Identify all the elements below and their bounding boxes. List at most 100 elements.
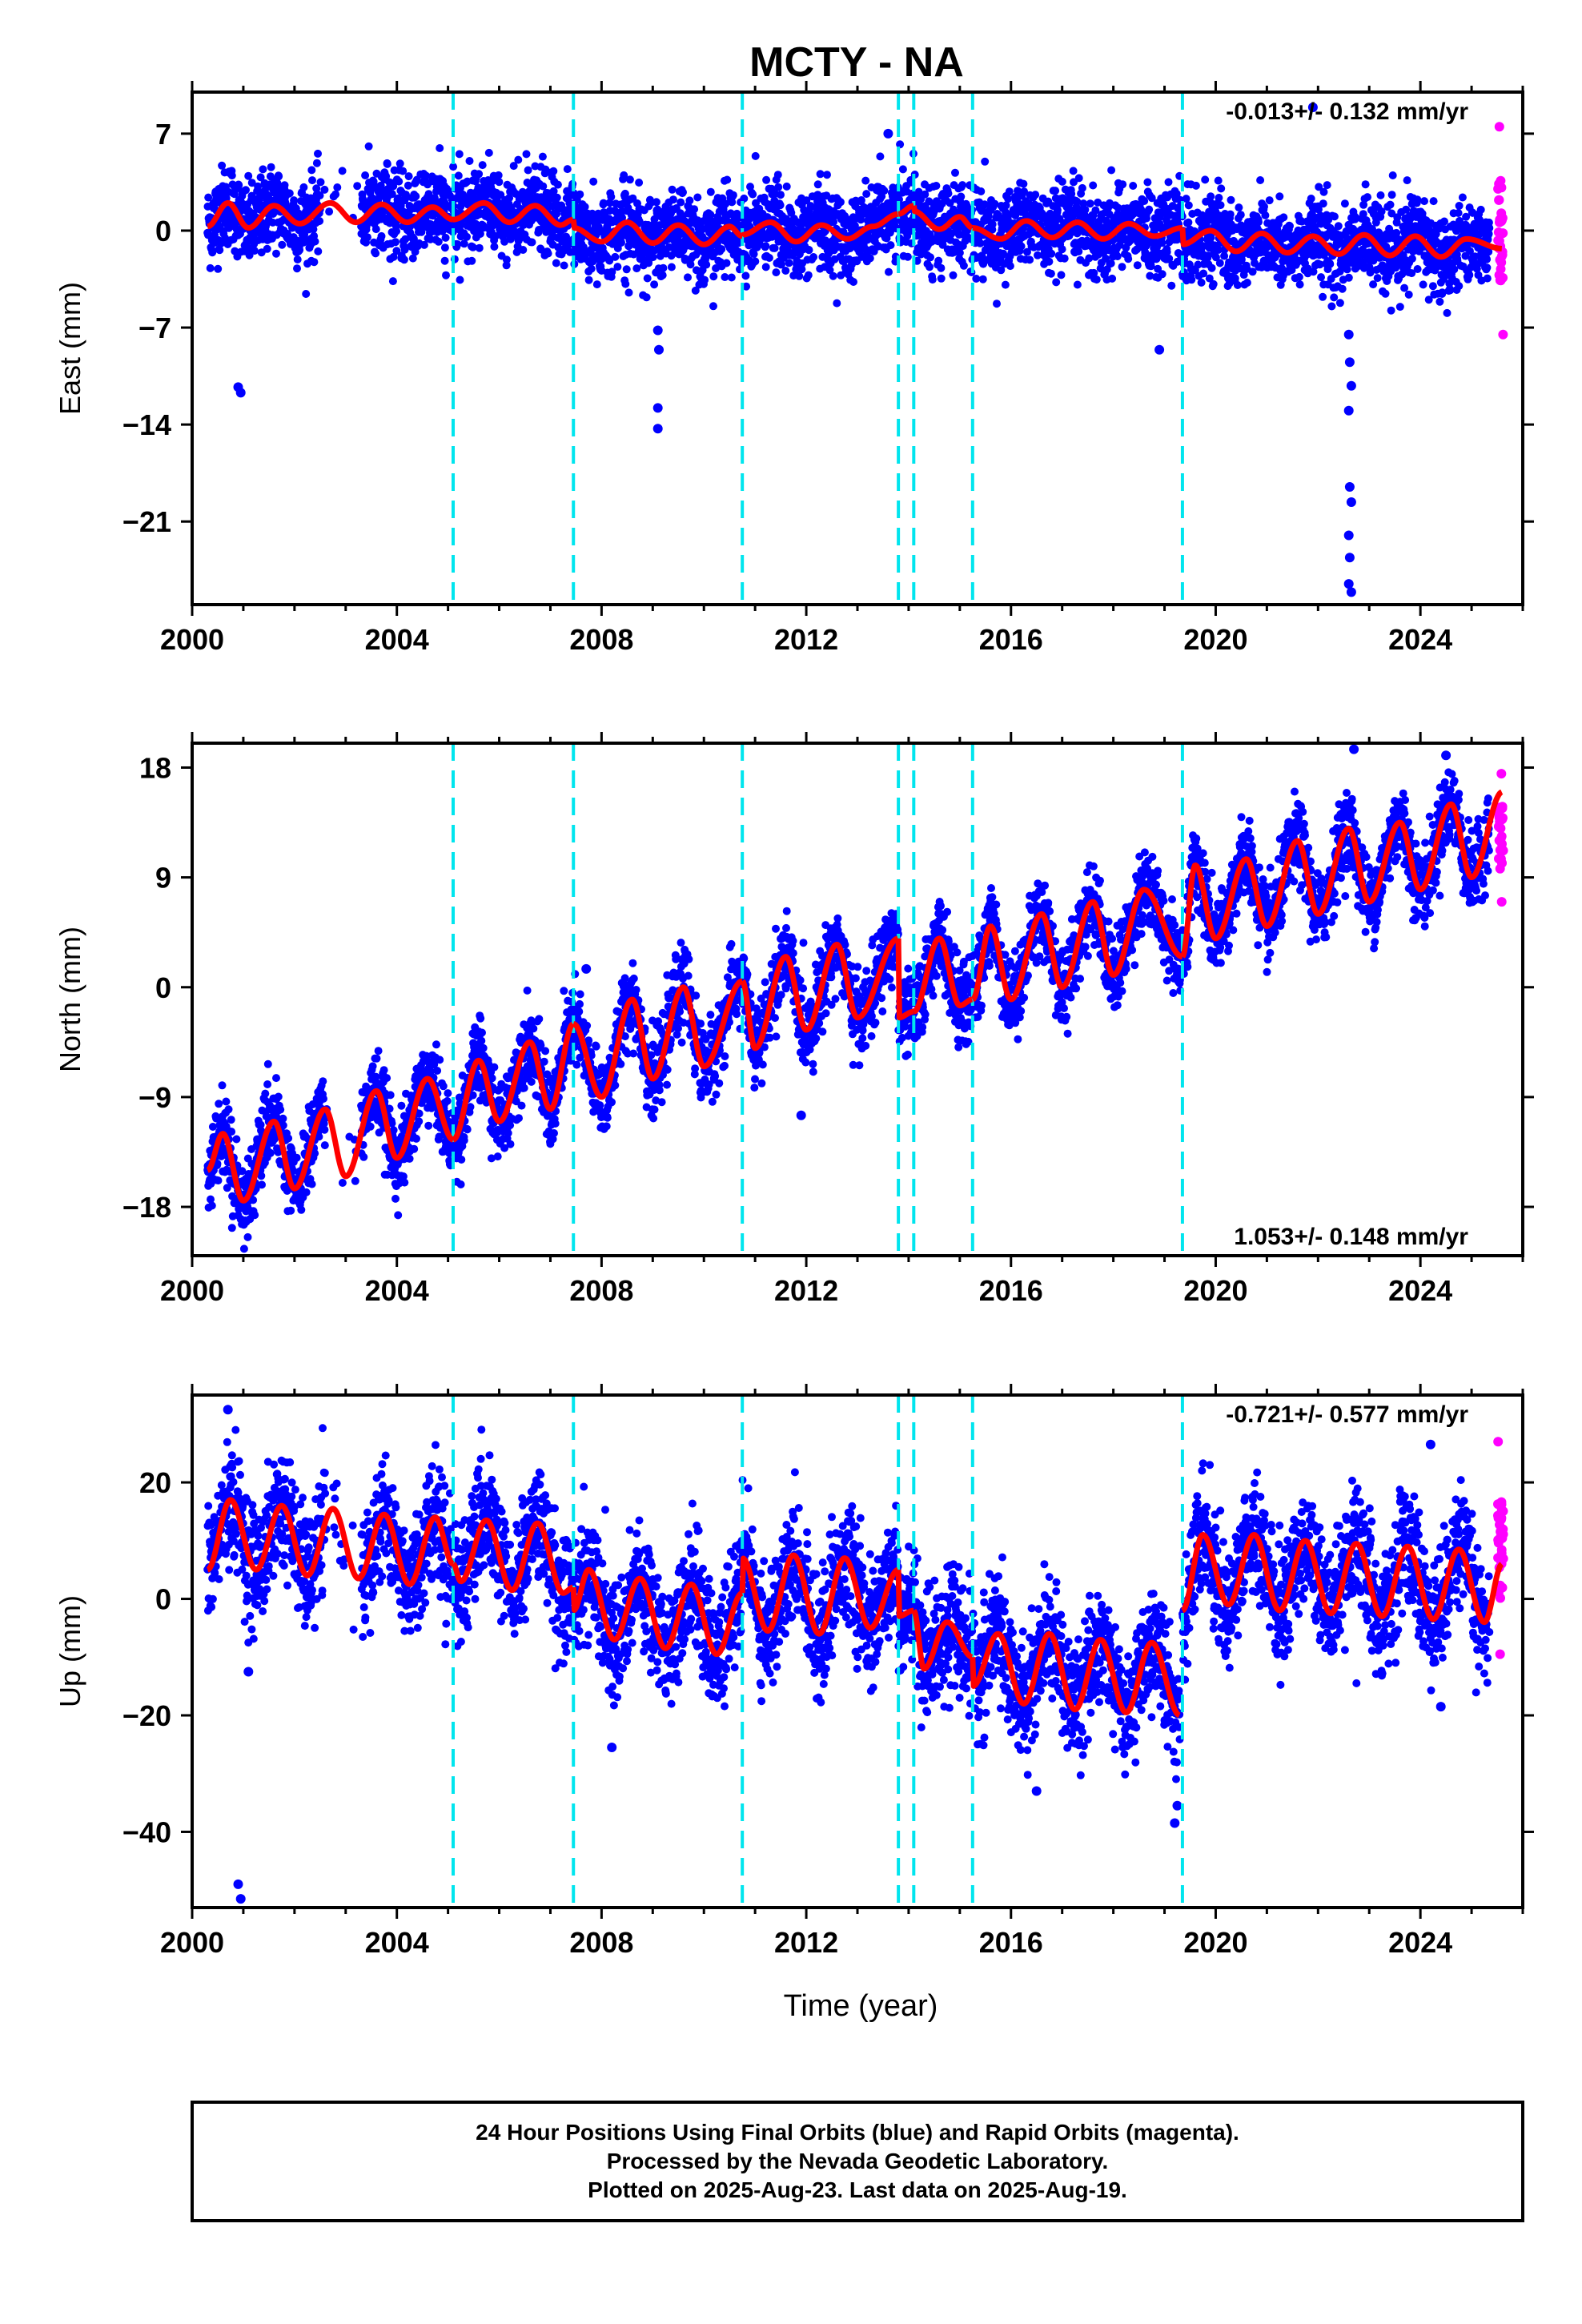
east-final-point [959,261,968,270]
north-final-point [307,1180,316,1188]
east-final-point [280,181,289,190]
east-final-point [934,256,943,265]
east-outlier-point [1343,405,1354,416]
east-final-point [944,189,953,198]
east-final-point [1060,254,1069,263]
east-final-point [886,241,895,250]
east-final-point [1386,200,1395,209]
east-final-point [1429,197,1438,206]
east-final-point [1233,281,1242,289]
north-final-point [292,1153,301,1162]
east-final-point [684,273,692,282]
east-final-point [422,171,430,180]
east-final-point [1361,180,1370,189]
east-final-point [1465,271,1474,279]
east-final-point [1231,274,1239,283]
east-outlier-point [1346,380,1356,391]
east-rapid-point [1498,228,1508,239]
east-final-point [727,273,736,282]
north-final-point [222,1097,231,1106]
east-final-point [1330,293,1339,302]
east-final-point [622,265,631,274]
east-final-point [1158,270,1166,279]
north-final-point [258,1180,266,1189]
east-final-point [434,237,443,246]
east-final-point [937,263,946,272]
east-final-point [314,247,323,255]
east-final-point [1209,279,1218,288]
east-final-point [762,175,771,184]
east-y-tick-label: 0 [155,215,171,247]
east-final-point [500,237,509,246]
east-outlier-point [1344,357,1355,368]
east-final-point [903,252,912,261]
east-final-point [502,261,511,270]
east-final-point [538,152,547,161]
east-final-point [392,227,401,235]
east-final-point [957,192,966,201]
east-final-point [391,238,400,247]
east-final-point [389,182,398,191]
east-y-tick-label: 7 [155,118,171,151]
east-final-point [928,275,937,284]
east-final-point [441,233,450,242]
east-final-point [293,264,301,273]
east-final-point [1476,205,1485,214]
east-final-point [885,267,893,276]
east-outlier-point [1346,497,1356,507]
east-final-point [576,190,584,199]
east-final-point [549,167,558,175]
east-y-tick-label: −7 [139,312,171,344]
east-final-point [1197,278,1206,287]
east-final-point [463,232,471,241]
east-final-point [1215,259,1224,267]
north-final-point [214,1176,223,1185]
east-final-point [560,261,568,270]
east-final-point [353,182,362,191]
east-final-point [320,185,329,194]
east-rapid-point [1495,217,1504,227]
east-final-point [1058,177,1066,186]
east-final-point [204,193,213,202]
east-final-point [1344,273,1353,282]
east-final-point [364,142,373,151]
east-final-point [250,247,259,255]
north-final-point [279,1114,287,1123]
east-final-point [588,209,596,218]
east-final-point [1118,180,1127,189]
east-final-point [1184,218,1193,227]
east-final-point [977,187,986,195]
east-final-point [1047,249,1056,258]
north-final-point [207,1201,216,1210]
east-final-point [749,190,757,199]
east-final-point [607,192,616,201]
east-final-point [400,255,408,264]
east-final-point [404,172,413,181]
east-final-point [1145,205,1154,214]
east-outlier-point [1343,579,1354,589]
east-rapid-point [1496,251,1507,262]
east-final-point [1404,290,1413,299]
east-final-point [1450,265,1459,274]
east-final-point [302,290,311,298]
east-final-point [829,271,837,280]
east-final-point [549,187,558,195]
east-final-point [509,162,518,171]
east-final-point [408,254,417,263]
east-final-point [316,178,325,187]
east-final-point [643,274,652,283]
east-final-point [382,172,391,180]
east-final-point [1327,302,1336,311]
north-final-point [263,1059,272,1068]
east-final-point [677,198,685,207]
east-final-point [402,191,410,199]
east-final-point [400,245,409,254]
east-final-point [505,194,514,203]
east-final-point [1295,280,1304,289]
east-x-tick-label: 2000 [160,623,224,656]
east-x-tick-label: 2008 [569,623,633,656]
east-final-point [625,175,634,184]
north-final-point [351,1176,359,1185]
east-final-point [613,263,622,271]
